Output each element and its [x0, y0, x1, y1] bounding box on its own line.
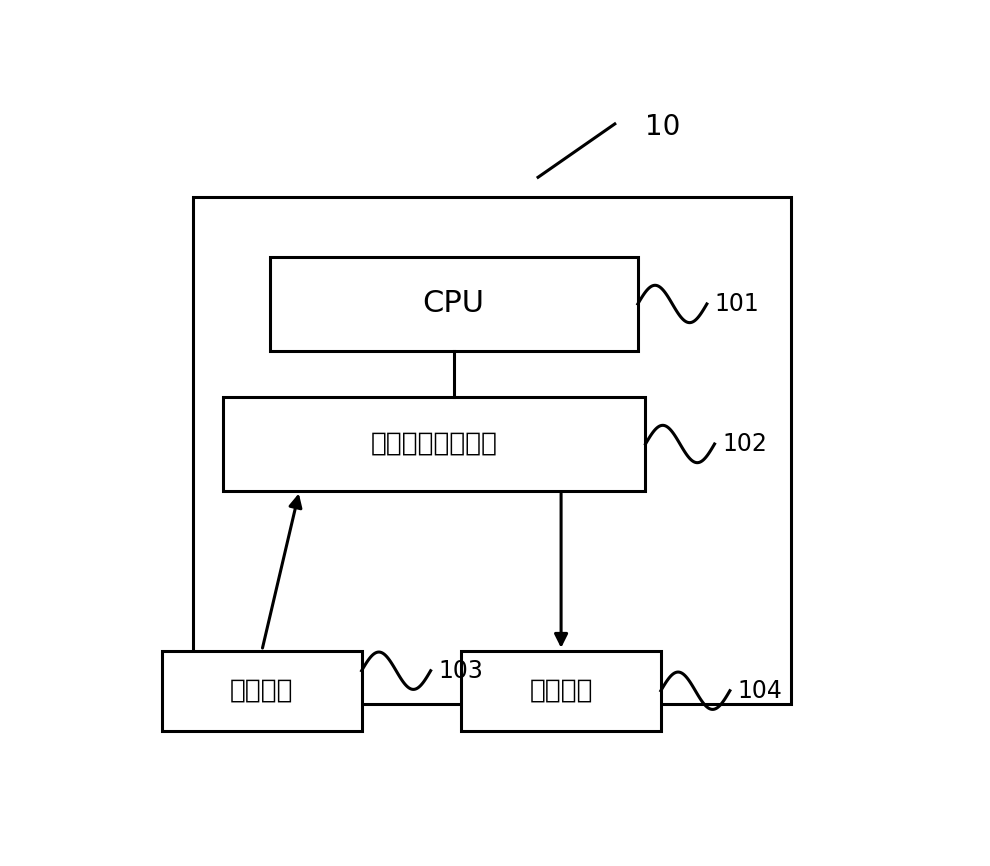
- Text: 接收设备: 接收设备: [530, 678, 593, 704]
- Text: 104: 104: [738, 679, 782, 702]
- Text: 10: 10: [645, 113, 681, 141]
- Bar: [224, 397, 645, 491]
- Bar: [193, 197, 791, 704]
- Text: 103: 103: [439, 659, 483, 682]
- Text: CPU: CPU: [423, 289, 485, 319]
- Bar: [461, 650, 661, 731]
- Bar: [269, 257, 638, 351]
- Text: 102: 102: [723, 432, 767, 456]
- Bar: [162, 650, 361, 731]
- Text: 发送设备: 发送设备: [230, 678, 294, 704]
- Text: 数据包传输加速器: 数据包传输加速器: [371, 431, 498, 457]
- Text: 101: 101: [715, 292, 759, 316]
